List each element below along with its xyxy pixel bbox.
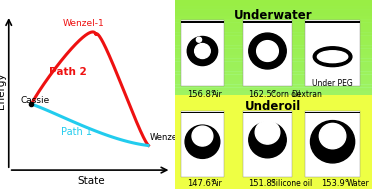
Polygon shape — [175, 35, 372, 39]
Text: Wenzel-1: Wenzel-1 — [63, 19, 105, 28]
Polygon shape — [181, 111, 224, 177]
Circle shape — [195, 43, 210, 59]
Circle shape — [257, 41, 278, 61]
Polygon shape — [305, 21, 360, 23]
Polygon shape — [175, 0, 372, 94]
Polygon shape — [175, 29, 372, 33]
Circle shape — [187, 36, 218, 66]
Polygon shape — [305, 20, 360, 86]
Text: Path 1: Path 1 — [61, 127, 92, 137]
Text: Energy: Energy — [0, 72, 6, 109]
Polygon shape — [305, 112, 360, 113]
Polygon shape — [175, 39, 372, 42]
Polygon shape — [243, 20, 292, 86]
Text: Air: Air — [212, 179, 223, 188]
Polygon shape — [181, 21, 224, 23]
Polygon shape — [175, 74, 372, 78]
Polygon shape — [175, 88, 372, 91]
Polygon shape — [175, 68, 372, 72]
Polygon shape — [175, 65, 372, 68]
Polygon shape — [175, 12, 372, 16]
Text: Corn oil: Corn oil — [272, 90, 301, 99]
Circle shape — [249, 33, 286, 69]
Polygon shape — [175, 94, 372, 189]
Circle shape — [196, 37, 202, 42]
Polygon shape — [175, 61, 372, 65]
Polygon shape — [175, 52, 372, 55]
Text: 147.6°: 147.6° — [187, 179, 215, 188]
Text: Water: Water — [346, 179, 369, 188]
Polygon shape — [181, 112, 224, 113]
Text: State: State — [77, 176, 105, 186]
Polygon shape — [175, 58, 372, 62]
Polygon shape — [175, 32, 372, 36]
Polygon shape — [175, 81, 372, 85]
Polygon shape — [175, 78, 372, 81]
Polygon shape — [175, 84, 372, 88]
Polygon shape — [243, 21, 292, 23]
Circle shape — [249, 122, 286, 158]
Text: Path 2: Path 2 — [49, 67, 87, 77]
Text: Underwater: Underwater — [234, 9, 313, 22]
Text: Air: Air — [212, 90, 223, 99]
Polygon shape — [175, 55, 372, 59]
Polygon shape — [175, 45, 372, 49]
Text: 162.5°: 162.5° — [248, 90, 276, 99]
Polygon shape — [175, 42, 372, 46]
Text: Silicone oil: Silicone oil — [272, 179, 313, 188]
Text: 151.8°: 151.8° — [248, 179, 276, 188]
Circle shape — [185, 125, 220, 158]
Polygon shape — [181, 20, 224, 86]
Circle shape — [192, 126, 213, 146]
Circle shape — [255, 121, 280, 144]
Polygon shape — [243, 112, 292, 113]
Text: 153.9°: 153.9° — [321, 179, 349, 188]
Polygon shape — [243, 111, 292, 177]
Circle shape — [311, 121, 355, 163]
Text: Cassie: Cassie — [20, 96, 49, 105]
Ellipse shape — [313, 47, 352, 67]
Polygon shape — [175, 91, 372, 94]
Text: 156.8°: 156.8° — [187, 90, 215, 99]
Polygon shape — [175, 16, 372, 19]
Ellipse shape — [317, 51, 348, 63]
Polygon shape — [175, 48, 372, 52]
Polygon shape — [175, 71, 372, 75]
Text: Under PEG: Under PEG — [312, 79, 353, 88]
Polygon shape — [175, 22, 372, 26]
Polygon shape — [175, 19, 372, 23]
Circle shape — [319, 123, 346, 149]
Text: Underoil: Underoil — [245, 100, 302, 113]
Polygon shape — [175, 26, 372, 29]
Text: Wenzel-2: Wenzel-2 — [150, 133, 188, 143]
Polygon shape — [305, 111, 360, 177]
Text: Dextran: Dextran — [292, 90, 323, 99]
